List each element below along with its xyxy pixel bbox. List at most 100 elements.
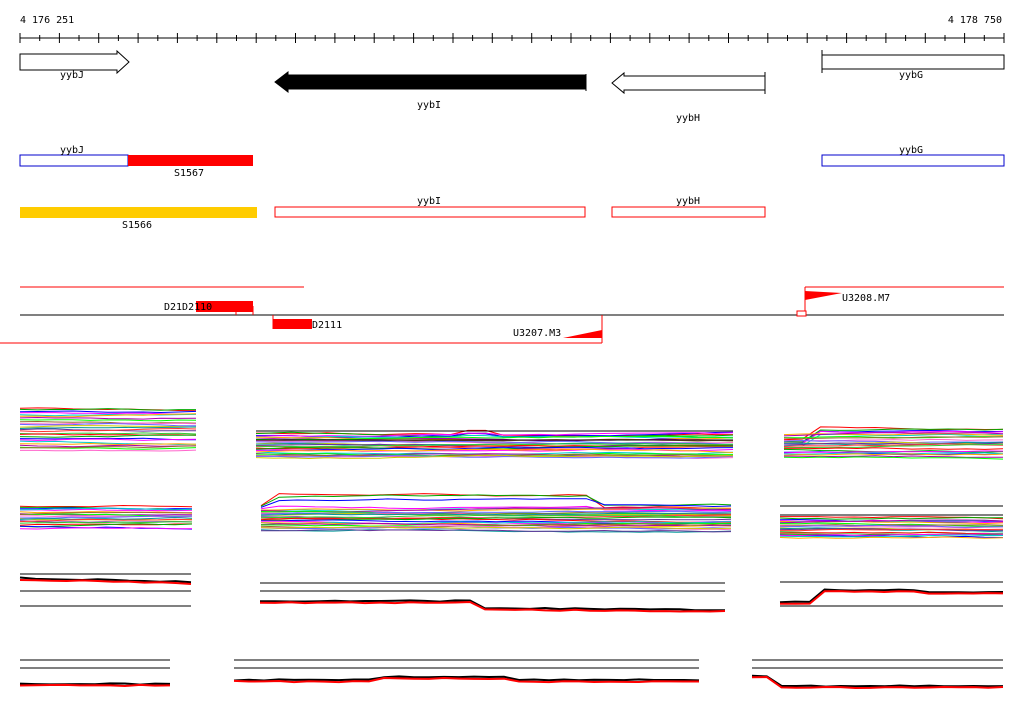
expression-profile-line — [783, 450, 1004, 454]
mean-profile-red — [19, 579, 192, 585]
expression-profile-line — [19, 413, 197, 417]
expression-profile-line — [779, 528, 1004, 532]
feature-D21D2110[interactable] — [196, 301, 253, 312]
expression-profile-line — [779, 534, 1003, 538]
feature-D2111-label: D2111 — [312, 320, 342, 331]
expression-profile-line — [19, 425, 197, 428]
expression-profile-line — [19, 444, 197, 448]
expression-profile-line — [260, 528, 732, 533]
gene-yybG-label: yybG — [899, 70, 923, 81]
expression-profile-line — [783, 428, 1004, 443]
mean-profile-black — [779, 588, 1004, 604]
expression-profile-line — [19, 511, 193, 514]
expression-profile-line — [260, 494, 732, 507]
expression-profile-line — [19, 507, 193, 511]
expression-profile-line — [255, 440, 734, 445]
feature-U3207-flag[interactable] — [563, 330, 602, 338]
expression-profile-line — [19, 420, 197, 424]
mean-profile-red — [19, 683, 171, 688]
expression-profile-line — [19, 422, 197, 427]
expression-profile-line — [19, 419, 197, 422]
expression-profile-line — [19, 410, 197, 414]
expression-profile-line — [19, 434, 197, 438]
expression-profile-line — [783, 438, 1004, 442]
feature-U3208-flag[interactable] — [805, 291, 842, 300]
gene-yybH-arrow[interactable] — [611, 71, 766, 95]
expression-profile-line — [19, 426, 197, 429]
segment-S1566-label: S1566 — [122, 220, 152, 231]
expression-profile-line — [255, 445, 734, 451]
expression-profile-line — [19, 518, 193, 523]
expression-profile-line — [260, 505, 732, 512]
expression-profile-line — [779, 516, 1003, 520]
expression-profile-line — [783, 456, 1004, 460]
expression-profile-line — [19, 515, 193, 518]
gene-yybH-label: yybH — [676, 113, 700, 124]
gene-yybI-arrow[interactable] — [274, 70, 587, 94]
ruler-end-label: 4 178 750 — [948, 15, 1002, 26]
expression-profile-line — [256, 446, 734, 452]
ruler-start-label: 4 176 251 — [20, 15, 74, 26]
expression-tracks — [19, 407, 1004, 690]
expression-profile-line — [260, 514, 732, 519]
gene-yybI-label: yybI — [417, 100, 441, 111]
expression-profile-line — [260, 510, 732, 515]
expression-profile-line — [255, 454, 734, 459]
segment-yybH-label: yybH — [676, 196, 700, 207]
expression-profile-line — [19, 511, 192, 515]
segment-yybG[interactable] — [821, 154, 1005, 167]
expression-profile-line — [779, 536, 1004, 539]
expression-profile-line — [783, 447, 1004, 450]
mean-profile-red — [751, 675, 1004, 690]
segment-yybG-label: yybG — [899, 145, 923, 156]
segment-yybI-label: yybI — [417, 196, 441, 207]
expression-profile-line — [260, 521, 732, 525]
segment-track-blue: yybJ S1567 yybG — [19, 145, 1005, 179]
ruler-ticks — [19, 33, 1005, 43]
feature-U3207-label: U3207.M3 — [513, 328, 561, 339]
expression-profile-line — [779, 519, 1004, 524]
expression-profile-line — [783, 433, 1004, 436]
expression-profile-line — [783, 452, 1004, 455]
segment-yybJ[interactable] — [19, 154, 129, 167]
expression-profile-line — [255, 434, 734, 439]
expression-profile-line — [783, 453, 1004, 456]
gene-yybG-box[interactable] — [821, 54, 1005, 70]
expression-profile-line — [255, 431, 734, 438]
expression-profile-line — [255, 440, 734, 445]
feature-U3208-box — [796, 310, 807, 317]
expression-profile-line — [783, 444, 1003, 449]
segment-yybH[interactable] — [611, 206, 766, 218]
segment-S1566[interactable] — [20, 207, 257, 218]
expression-profile-line — [779, 531, 1004, 535]
expression-profile-line — [255, 432, 734, 437]
expression-profile-line — [261, 529, 732, 533]
expression-profile-line — [19, 508, 193, 512]
feature-track: D21D2110 D2111 U3207.M3 U3208.M7 — [0, 286, 1004, 344]
expression-profile-line — [19, 527, 193, 530]
expression-profile-line — [19, 515, 193, 519]
expression-profile-line — [783, 432, 1004, 437]
gene-yybJ-label: yybJ — [60, 70, 84, 81]
expression-profile-line — [255, 454, 734, 460]
expression-profile-line — [260, 525, 732, 530]
segment-yybI[interactable] — [274, 206, 586, 218]
expression-profile-line — [260, 498, 732, 508]
expression-profile-line — [19, 516, 193, 520]
expression-profile-line — [19, 442, 197, 446]
expression-profile-line — [779, 524, 1004, 528]
feature-D21D2110-label: D21D2110 — [164, 302, 212, 313]
expression-profile-line — [19, 504, 193, 508]
expression-profile-line — [19, 438, 197, 441]
segment-S1567[interactable] — [128, 155, 253, 166]
feature-D2111[interactable] — [273, 319, 312, 329]
coordinate-ruler: 4 176 251 4 178 750 — [19, 15, 1005, 43]
expression-profile-line — [260, 522, 732, 527]
expression-profile-line — [783, 436, 1004, 440]
gene-yybJ-arrow[interactable] — [19, 49, 130, 75]
mean-profile-red — [780, 590, 1004, 605]
segment-S1567-label: S1567 — [174, 168, 204, 179]
expression-profile-line — [19, 521, 193, 524]
segment-track-red: S1566 yybI yybH — [20, 196, 766, 231]
